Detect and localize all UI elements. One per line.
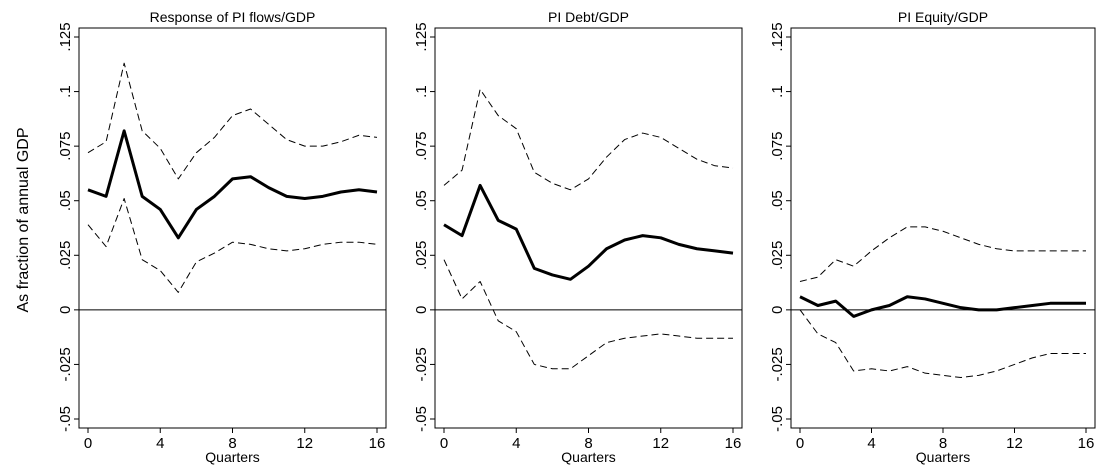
x-tick-label: 8: [228, 435, 236, 452]
y-tick-label: 0: [413, 306, 430, 314]
y-tick-label: .125: [769, 22, 786, 51]
x-axis-label: Quarters: [916, 449, 970, 465]
y-tick-label: .05: [769, 190, 786, 211]
estimate-line: [799, 295, 1086, 318]
upper-band-line: [87, 62, 378, 180]
y-tick-label: .075: [57, 132, 74, 161]
panel-1: Response of PI flows/GDP 0 4 8 12 16 Quarters -…: [57, 9, 387, 465]
x-axis-label: Quarters: [205, 449, 259, 465]
panel-3: PI Equity/GDP 0 4 8 12 16 Quarters -.05 -.025 0 .0…: [769, 9, 1096, 465]
y-tick-label: 0: [57, 306, 74, 314]
plot-frame: [78, 27, 387, 429]
x-tick-label: 16: [369, 435, 386, 452]
y-tick-label: .075: [413, 132, 430, 161]
panel-title: PI Debt/GDP: [548, 9, 629, 25]
x-tick-label: 16: [1078, 435, 1095, 452]
y-tick-label: -.025: [769, 347, 786, 381]
y-tick-label: .125: [413, 22, 430, 51]
y-tick-label: -.025: [413, 347, 430, 381]
y-tick-label: .025: [413, 241, 430, 270]
y-tick-label: .125: [57, 22, 74, 51]
x-tick-label: 12: [296, 435, 313, 452]
x-axis-label: Quarters: [561, 449, 615, 465]
y-tick-label: .025: [769, 241, 786, 270]
panel-title: Response of PI flows/GDP: [150, 9, 316, 25]
y-tick-label: -.05: [769, 406, 786, 432]
y-tick-label: .1: [769, 85, 786, 98]
lower-band-line: [799, 309, 1086, 379]
panels: Response of PI flows/GDP 0 4 8 12 16 Quarters -…: [57, 9, 1096, 465]
y-axis-label: As fraction of annual GDP: [15, 128, 32, 313]
y-tick-label: -.05: [57, 406, 74, 432]
upper-band-line: [799, 226, 1086, 282]
upper-band-line: [443, 88, 734, 191]
y-tick-label: .075: [769, 132, 786, 161]
y-tick-label: -.025: [57, 347, 74, 381]
lower-band-line: [87, 198, 378, 293]
y-tick-label: .1: [413, 85, 430, 98]
y-tick-label: .1: [57, 85, 74, 98]
estimate-line: [443, 183, 734, 281]
y-tick-label: 0: [769, 306, 786, 314]
plot-frame: [434, 27, 743, 429]
x-tick-label: 0: [796, 435, 804, 452]
panel-2: PI Debt/GDP 0 4 8 12 16 Quarters -.05 -.025 0 .025…: [413, 9, 743, 465]
lower-band-line: [443, 259, 733, 370]
x-tick-label: 4: [156, 435, 164, 452]
panel-title: PI Equity/GDP: [898, 9, 988, 25]
x-tick-label: 12: [652, 435, 669, 452]
x-tick-label: 4: [867, 435, 875, 452]
x-tick-label: 4: [512, 435, 520, 452]
plot-frame: [790, 27, 1096, 429]
x-tick-label: 0: [84, 435, 92, 452]
y-tick-label: .05: [57, 190, 74, 211]
estimate-line: [87, 129, 378, 240]
x-tick-label: 8: [584, 435, 592, 452]
x-tick-label: 8: [939, 435, 947, 452]
x-tick-label: 12: [1006, 435, 1023, 452]
y-tick-label: .05: [413, 190, 430, 211]
x-tick-label: 0: [440, 435, 448, 452]
y-tick-label: -.05: [413, 406, 430, 432]
y-tick-label: .025: [57, 241, 74, 270]
x-tick-label: 16: [725, 435, 742, 452]
